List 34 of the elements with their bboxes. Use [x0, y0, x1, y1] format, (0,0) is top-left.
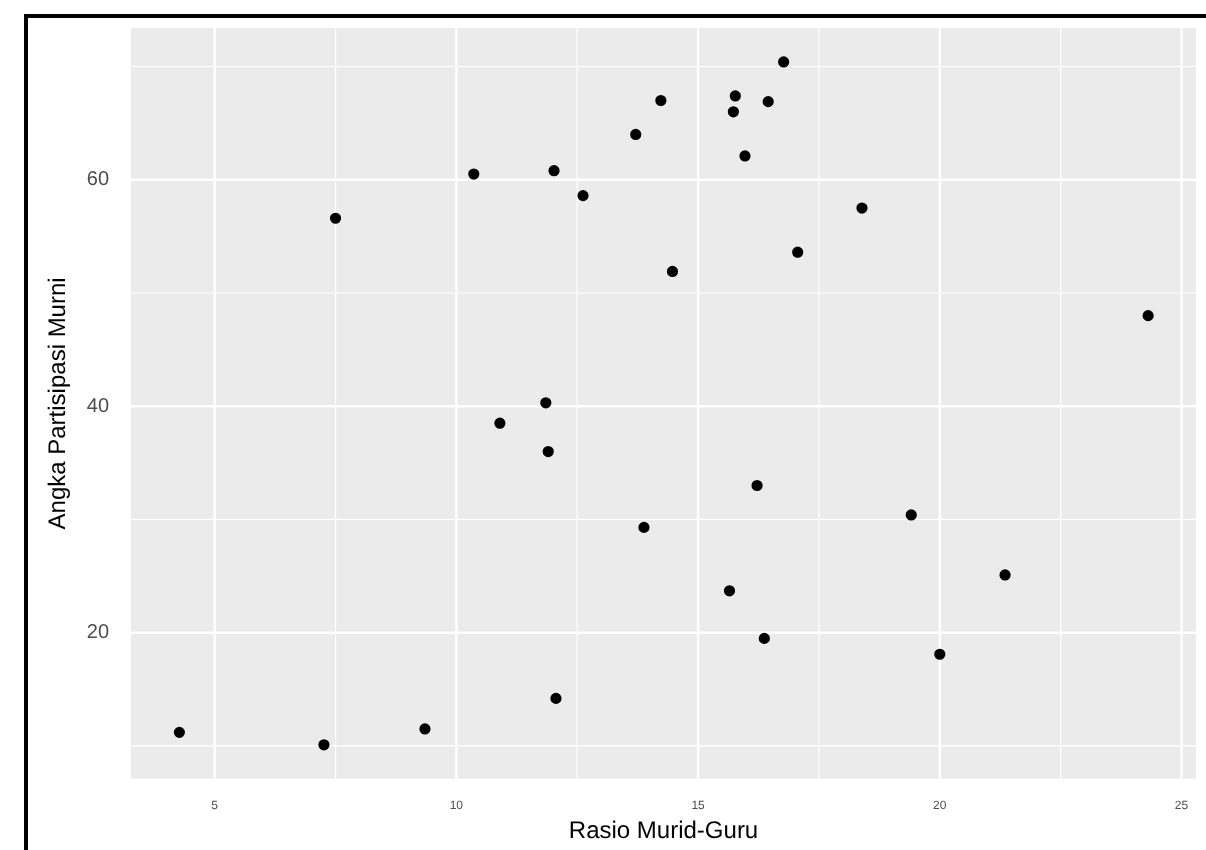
point [542, 445, 554, 458]
point [329, 212, 342, 224]
x-axis-title: Rasio Murid-Guru [568, 816, 759, 845]
point [540, 397, 552, 409]
point [905, 509, 917, 521]
point [727, 106, 739, 118]
point [934, 648, 946, 660]
point [739, 150, 751, 162]
point [778, 56, 790, 68]
point [173, 726, 185, 738]
point [638, 521, 650, 533]
point [630, 128, 642, 141]
point [550, 692, 562, 704]
y-tick-label: 20 [86, 622, 110, 645]
point [856, 202, 868, 214]
y-tick-label: 40 [86, 395, 110, 418]
point [792, 246, 804, 258]
point [729, 90, 741, 102]
point [468, 168, 480, 180]
point [762, 96, 774, 108]
y-axis-title: Angka Partisipasi Murni [43, 277, 72, 530]
point [1142, 310, 1154, 322]
point [655, 94, 667, 107]
y-tick-label: 60 [86, 169, 110, 192]
point [548, 165, 560, 177]
point [318, 739, 330, 751]
point [999, 569, 1011, 581]
point [419, 723, 431, 735]
point [723, 585, 736, 597]
point [758, 632, 770, 644]
point [494, 417, 506, 429]
point [577, 190, 589, 202]
point [666, 265, 679, 278]
point [751, 479, 763, 492]
